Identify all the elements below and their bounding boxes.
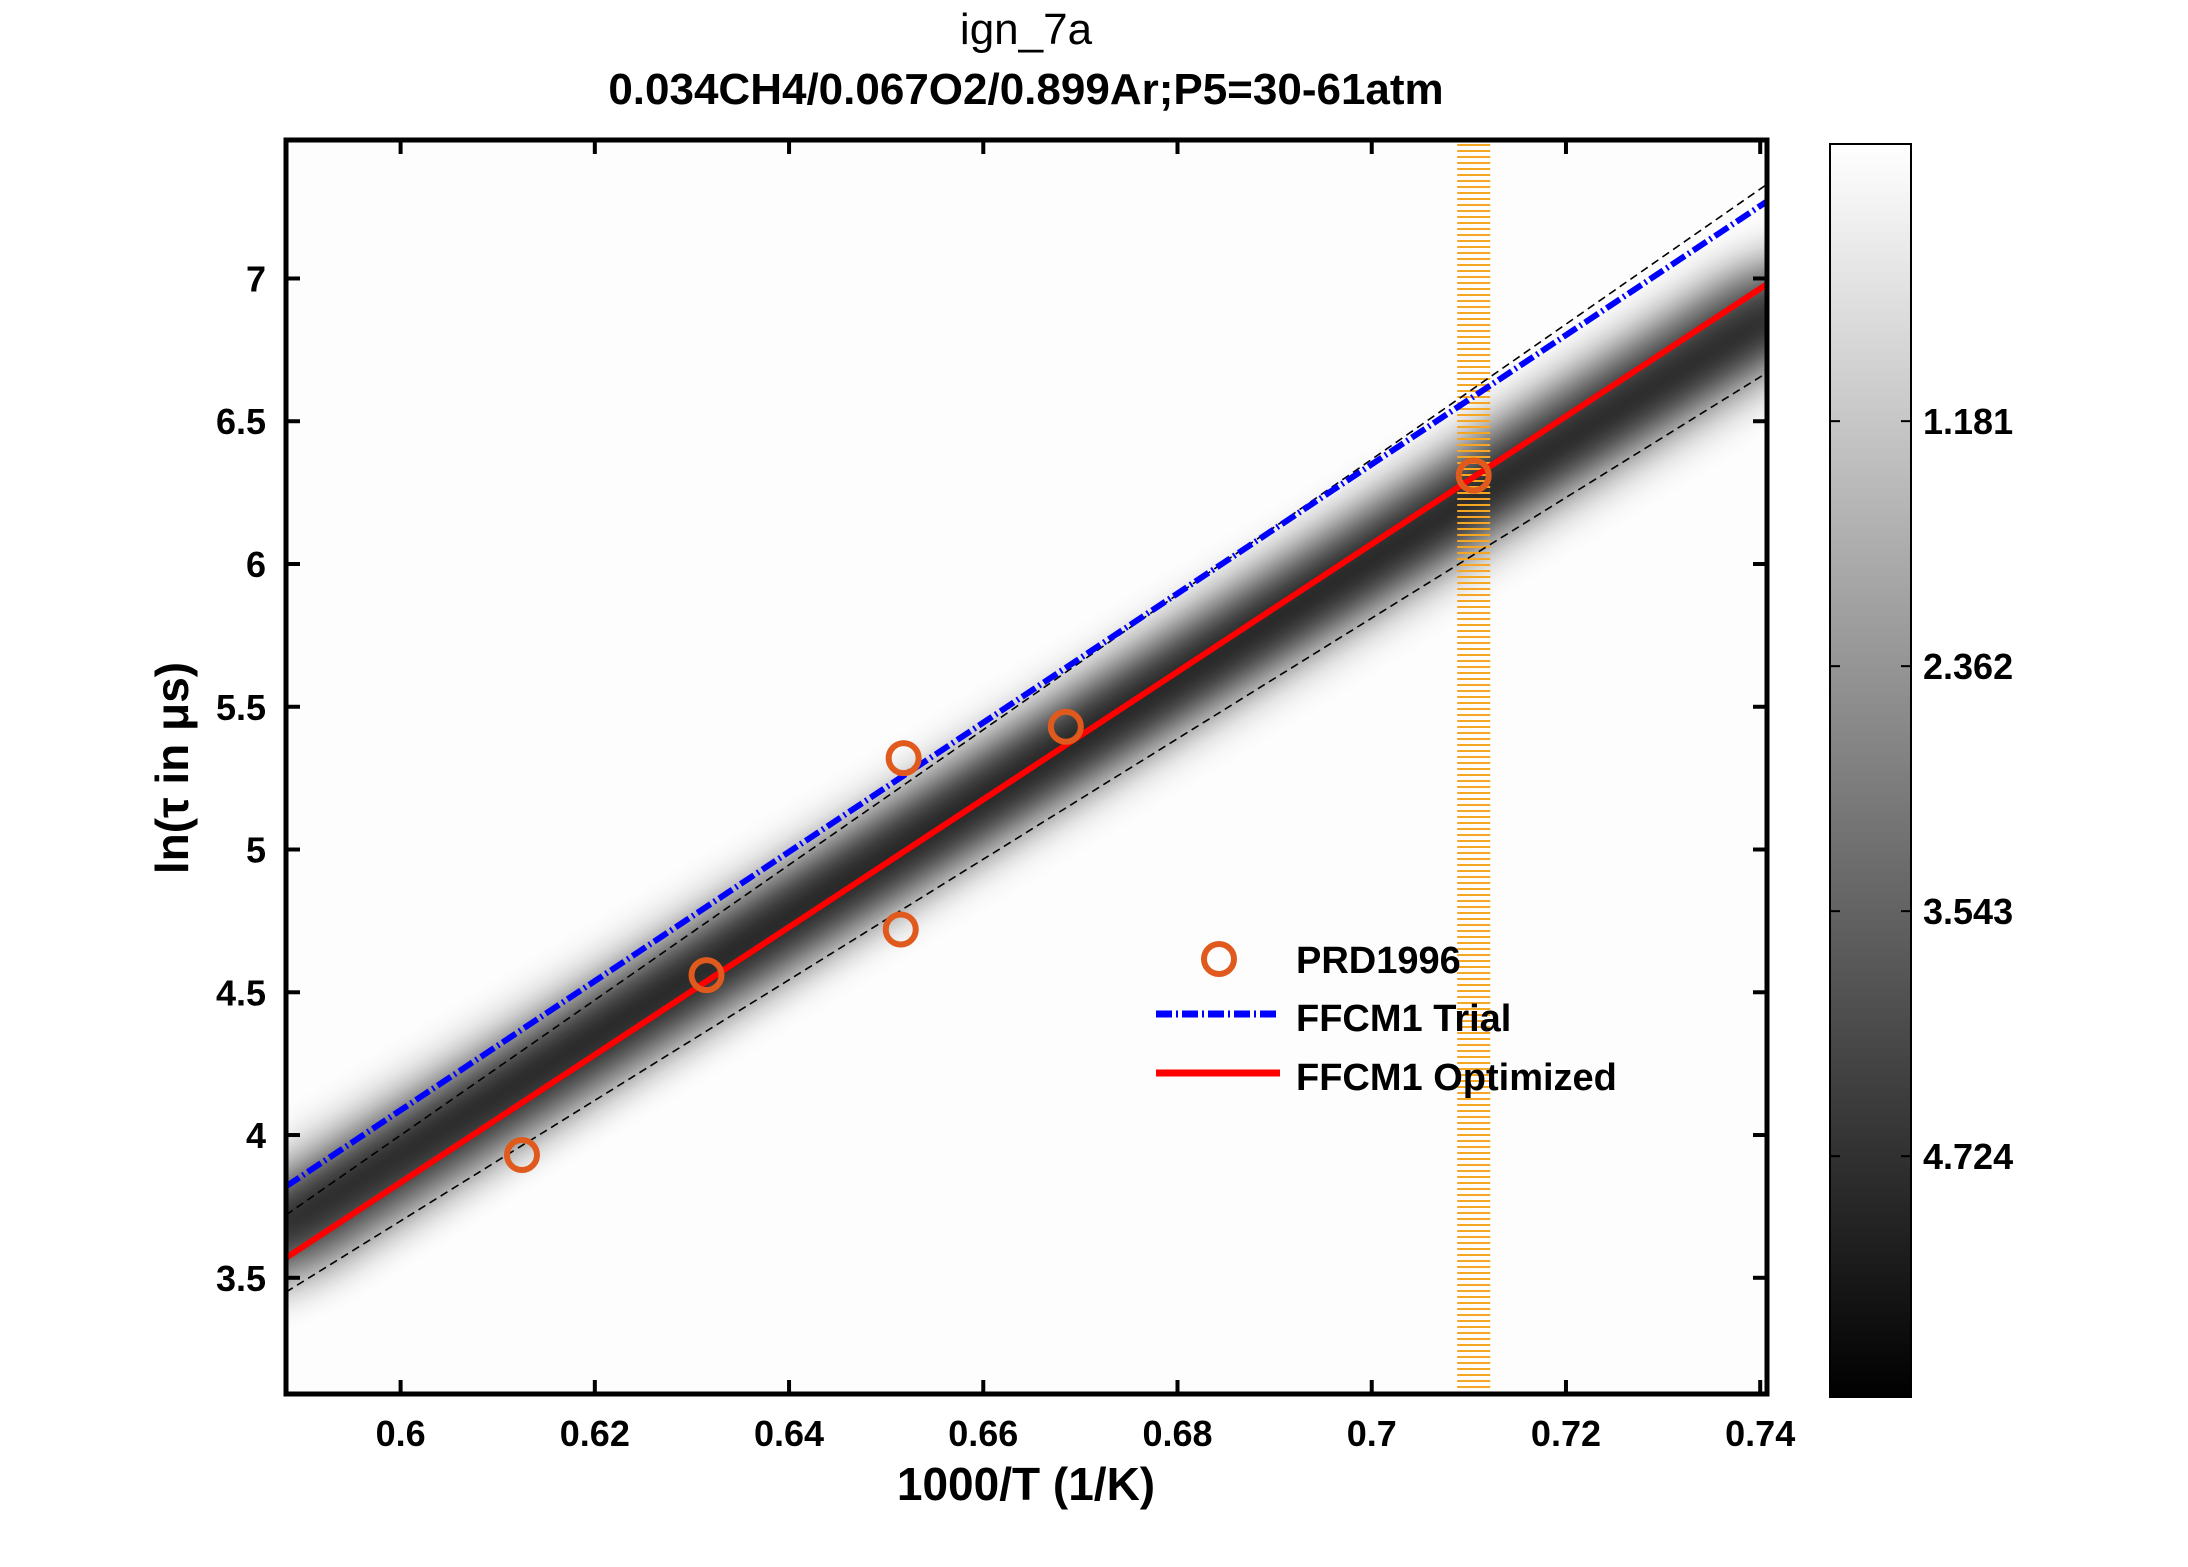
chart-subtitle: 0.034CH4/0.067O2/0.899Ar;P5=30-61atm xyxy=(608,65,1443,114)
legend-label-ffcm1-trial: FFCM1 Trial xyxy=(1296,998,1511,1040)
colorbar: 1.181 2.362 3.543 4.724 xyxy=(1829,143,2013,1398)
lower-bound-line xyxy=(286,372,1767,1293)
y-tick-label: 7 xyxy=(246,258,266,299)
y-tick-label: 5.5 xyxy=(216,687,266,728)
colorbar-tick-label: 2.362 xyxy=(1923,646,2013,687)
data-point-prd1996 xyxy=(1455,457,1492,494)
legend-label-ffcm1-optimized: FFCM1 Optimized xyxy=(1296,1057,1617,1099)
y-tick-label: 5 xyxy=(246,830,266,871)
upper-bound-line xyxy=(286,183,1767,1216)
data-point-prd1996 xyxy=(882,911,919,948)
y-axis-label: ln(τ in μs) xyxy=(146,662,198,874)
x-tick-label: 0.7 xyxy=(1347,1413,1397,1454)
highlight-band xyxy=(1457,140,1491,1394)
colorbar-tick-label: 1.181 xyxy=(1923,401,2013,442)
y-tick-label: 6 xyxy=(246,544,266,585)
x-tick-label: 0.68 xyxy=(1142,1413,1212,1454)
chart-title: ign_7a xyxy=(960,5,1093,54)
data-point-prd1996 xyxy=(1047,708,1084,745)
colorbar-tick-label: 3.543 xyxy=(1923,891,2013,932)
data-point-prd1996 xyxy=(885,740,922,777)
data-point-prd1996 xyxy=(688,957,725,994)
legend-label-prd1996: PRD1996 xyxy=(1296,940,1461,982)
y-tick-label: 4.5 xyxy=(216,972,266,1013)
y-tick-label: 4 xyxy=(246,1115,266,1156)
ffcm1-optimized-line xyxy=(286,281,1767,1261)
axes-frame xyxy=(283,137,1770,1397)
legend-marker-prd1996 xyxy=(1201,941,1237,977)
colorbar-gradient xyxy=(1829,143,1912,1398)
y-tick-label: 3.5 xyxy=(216,1258,266,1299)
legend: PRD1996 FFCM1 Trial FFCM1 Optimized xyxy=(1156,940,1617,1099)
x-tick-label: 0.64 xyxy=(754,1413,824,1454)
y-tick-label: 6.5 xyxy=(216,401,266,442)
x-tick-label: 0.6 xyxy=(376,1413,426,1454)
x-tick-label: 0.62 xyxy=(560,1413,630,1454)
x-tick-label: 0.66 xyxy=(948,1413,1018,1454)
plot-area xyxy=(286,140,1767,1394)
colorbar-tick-label: 4.724 xyxy=(1923,1136,2013,1177)
ffcm1-trial-line xyxy=(286,198,1767,1189)
data-point-prd1996 xyxy=(503,1137,540,1174)
x-tick-label: 0.74 xyxy=(1725,1413,1795,1454)
x-tick-label: 0.72 xyxy=(1531,1413,1601,1454)
x-axis-label: 1000/T (1/K) xyxy=(897,1458,1155,1510)
